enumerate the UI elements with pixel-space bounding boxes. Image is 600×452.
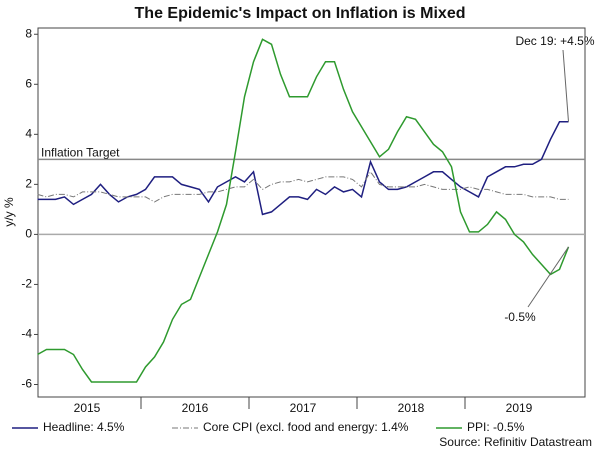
y-tick-label: -4 bbox=[21, 327, 32, 341]
x-tick-label: 2015 bbox=[74, 401, 101, 415]
source: Source: Refinitiv Datastream bbox=[439, 435, 592, 449]
y-tick-label: 2 bbox=[25, 177, 32, 191]
series-line bbox=[37, 170, 569, 203]
legend-label: Core CPI (excl. food and energy: 1.4% bbox=[203, 420, 409, 434]
x-tick-label: 2019 bbox=[506, 401, 533, 415]
y-axis-label: y/y % bbox=[2, 197, 16, 227]
y-tick-label: -6 bbox=[21, 377, 32, 391]
y-tick-label: 6 bbox=[25, 76, 32, 90]
y-tick-label: 8 bbox=[25, 26, 32, 40]
legend-label: Headline: 4.5% bbox=[43, 420, 125, 434]
y-tick-label: -2 bbox=[21, 277, 32, 291]
annotation-leader bbox=[527, 246, 569, 308]
chart-title: The Epidemic's Impact on Inflation is Mi… bbox=[135, 5, 466, 22]
y-tick-label: 4 bbox=[25, 126, 32, 140]
x-tick-label: 2017 bbox=[290, 401, 317, 415]
x-tick-label: 2016 bbox=[182, 401, 209, 415]
series-line bbox=[37, 121, 569, 216]
x-tick-label: 2018 bbox=[398, 401, 425, 415]
annotation: Dec 19: +4.5% bbox=[515, 34, 594, 48]
reference-label: Inflation Target bbox=[41, 146, 120, 160]
legend-label: PPI: -0.5% bbox=[467, 420, 525, 434]
series-line bbox=[37, 38, 570, 383]
y-tick-label: 0 bbox=[25, 227, 32, 241]
annotation: -0.5% bbox=[504, 310, 536, 324]
annotation-leader bbox=[562, 49, 569, 122]
plot-frame bbox=[37, 27, 586, 398]
